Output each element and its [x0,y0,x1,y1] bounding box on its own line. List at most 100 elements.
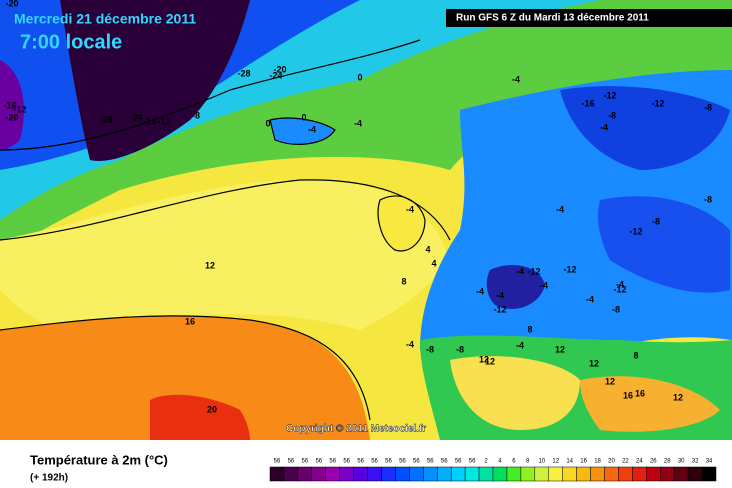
contour-label: -8 [456,344,464,354]
contour-label: -4 [616,279,624,289]
contour-label: -4 [406,339,414,349]
contour-label: -4 [586,294,594,304]
copyright: Copyright © 2011 Meteociel.fr [286,424,426,435]
scale-swatch [618,466,633,482]
yellow-zone [0,180,450,330]
scale-swatch [325,466,340,482]
legend-subtitle: (+ 192h) [30,473,68,484]
run-banner [446,9,732,27]
contour-label: -16 [3,100,16,110]
contour-label: -20 [273,64,286,74]
scale-label: 56 [441,459,448,465]
contour-label: 16 [185,316,195,326]
contour-label: 0 [301,112,306,122]
contour-label: -20 [5,0,18,8]
contour-label: -12 [629,226,642,236]
contour-label: -12 [527,266,540,276]
scale-swatch [423,466,438,482]
scale-swatch [409,466,424,482]
scale-label: 56 [371,459,378,465]
contour-label: 8 [401,276,406,286]
contour-label: 4 [425,244,430,254]
scale-swatch [632,466,647,482]
contour-line [0,39,421,151]
scale-label: 56 [455,459,462,465]
scale-swatch [367,466,382,482]
contour-label: -28 [237,68,250,78]
contour-label: -4 [496,290,504,300]
scale-label: 18 [594,459,601,465]
scale-swatch [311,466,326,482]
scale-swatch [478,466,494,482]
scale-swatch [660,466,675,482]
orange-zone [0,315,370,440]
contour-label: -4 [540,280,548,290]
contour-label: -12 [603,90,616,100]
scale-label: 2 [484,459,488,465]
contour-label: -8 [608,110,616,120]
scale-label: 32 [692,459,699,465]
red-zone [150,394,250,440]
contour-label: -12 [13,104,26,114]
scale-label: 20 [608,459,615,465]
canada-cold [0,60,24,150]
contour-label: -12 [651,98,664,108]
contour-label: -4 [516,340,524,350]
scale-swatch [534,466,549,482]
scale-swatch [701,466,717,482]
scale-label: 56 [385,459,392,465]
scale-swatch [283,466,299,482]
contour-label: -8 [652,216,660,226]
scale-label: 56 [302,459,309,465]
scale-label: 56 [315,459,322,465]
scale-swatch [548,466,563,482]
contour-label: -12 [157,116,170,126]
scale-label: 26 [650,459,657,465]
scale-label: 56 [399,459,406,465]
contour-label: 16 [635,388,645,398]
scale-swatch [562,466,577,482]
contour-label: 8 [527,324,532,334]
contour-label: 12 [589,358,599,368]
scale-swatch [604,466,619,482]
scale-label: 14 [566,459,573,465]
scale-swatch [297,466,313,482]
scale-label: 34 [706,459,713,465]
contour-label: -4 [354,118,362,128]
scale-swatch [590,466,605,482]
scale-swatch [492,466,508,482]
scale-swatch [395,466,410,482]
scale-label: 22 [622,459,629,465]
contour-label: -28 [99,114,112,124]
contour-label: -4 [406,204,414,214]
contour-label: -4 [476,286,484,296]
scale-swatch [339,466,354,482]
scale-label: 16 [580,459,587,465]
scale-swatch [464,466,480,482]
legend-title: Température à 2m (°C) [30,452,168,467]
east-med-warm [580,376,720,432]
scale-label: 28 [664,459,671,465]
contour-label: 0 [265,118,270,128]
scale-label: 30 [678,459,685,465]
contour-label: 12 [485,356,495,366]
scale-label: 6 [512,459,516,465]
contour-label: -8 [426,344,434,354]
contour-label: -4 [600,122,608,132]
contour-label: 12 [555,344,565,354]
scale-swatch [687,466,703,482]
scale-label: 56 [274,459,281,465]
contour-label: -4 [516,266,524,276]
scale-label: 56 [413,459,420,465]
scale-label: 56 [469,459,476,465]
contour-line [0,179,451,241]
scale-label: 8 [526,459,530,465]
scale-swatch [673,466,689,482]
contour-label: 12 [205,260,215,270]
contour-label: -8 [704,194,712,204]
scandinavia-cold [560,86,730,170]
contour-label: 8 [633,350,638,360]
contour-label: -16 [581,98,594,108]
contour-label: -12 [613,284,626,294]
scale-label: 24 [636,459,643,465]
